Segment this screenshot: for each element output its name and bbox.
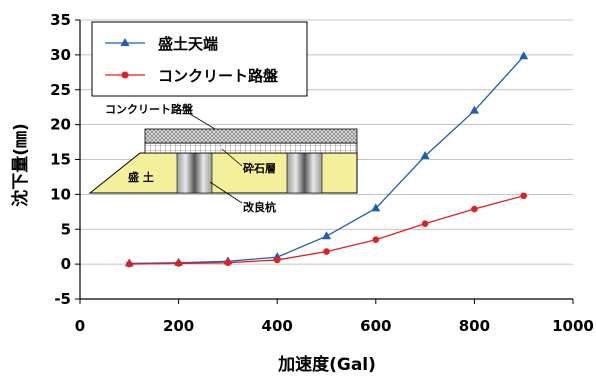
series-2-point [372, 236, 380, 244]
series-2-point [323, 248, 330, 255]
y-tick-label: 0 [61, 255, 71, 273]
series-2-point [520, 192, 527, 200]
series-2-point [471, 205, 478, 213]
x-tick-label: 0 [75, 317, 85, 335]
series-2-point [224, 259, 232, 267]
axes [75, 19, 574, 304]
legend-marker-series-2 [121, 71, 129, 79]
embankment-label: 盛 土 [128, 170, 154, 184]
x-tick-label: 400 [262, 317, 293, 335]
y-tick-label: 35 [50, 11, 71, 29]
y-tick-label: 25 [50, 81, 71, 99]
x-tick-label: 200 [163, 317, 194, 335]
gravel-leader-line [221, 148, 243, 167]
series-2-point [175, 260, 182, 267]
legend-box [91, 21, 308, 97]
y-tick-label: -5 [54, 290, 71, 308]
concrete-roadbed-label: コンクリート路盤 [105, 102, 194, 116]
improvement-pile-left [176, 152, 213, 194]
x-tick-label: 600 [360, 317, 391, 335]
series-2-point [421, 220, 429, 227]
series-2-point [273, 256, 281, 264]
legend: 盛土天端 コンクリート路盤 [91, 21, 308, 97]
x-tick-label: 1000 [552, 317, 594, 335]
legend-label-series-2: コンクリート路盤 [158, 67, 279, 85]
series-2-point [126, 260, 133, 268]
concrete-roadbed [144, 128, 358, 144]
y-axis-title: 沈下量(㎜) [10, 123, 31, 207]
series-1-point [322, 231, 331, 240]
concrete-leader-line [189, 113, 216, 130]
series-1-point [420, 151, 430, 160]
y-tick-label: 30 [50, 46, 71, 64]
cross-section-diagram: コンクリート路盤 砕石層 盛 土 改良杭 [88, 102, 358, 214]
x-tick-label: 800 [459, 317, 490, 335]
gravel-layer [144, 142, 358, 154]
pile-leader-line [209, 181, 243, 204]
series-1-point [469, 105, 479, 114]
y-tick-label: 20 [50, 116, 71, 134]
pile-label: 改良杭 [243, 200, 276, 214]
data-series [124, 51, 529, 268]
y-tick-label: 15 [50, 151, 71, 169]
legend-label-series-1: 盛土天端 [158, 35, 218, 53]
improvement-pile-right [286, 152, 323, 194]
gravel-layer-label: 砕石層 [243, 161, 276, 175]
series-1-point [371, 203, 381, 212]
legend-marker-series-1 [120, 38, 130, 46]
y-tick-label: 10 [50, 185, 71, 203]
series-1-point [519, 51, 529, 60]
y-tick-label: 5 [61, 220, 71, 238]
x-axis-title: 加速度(Gal) [277, 354, 376, 375]
